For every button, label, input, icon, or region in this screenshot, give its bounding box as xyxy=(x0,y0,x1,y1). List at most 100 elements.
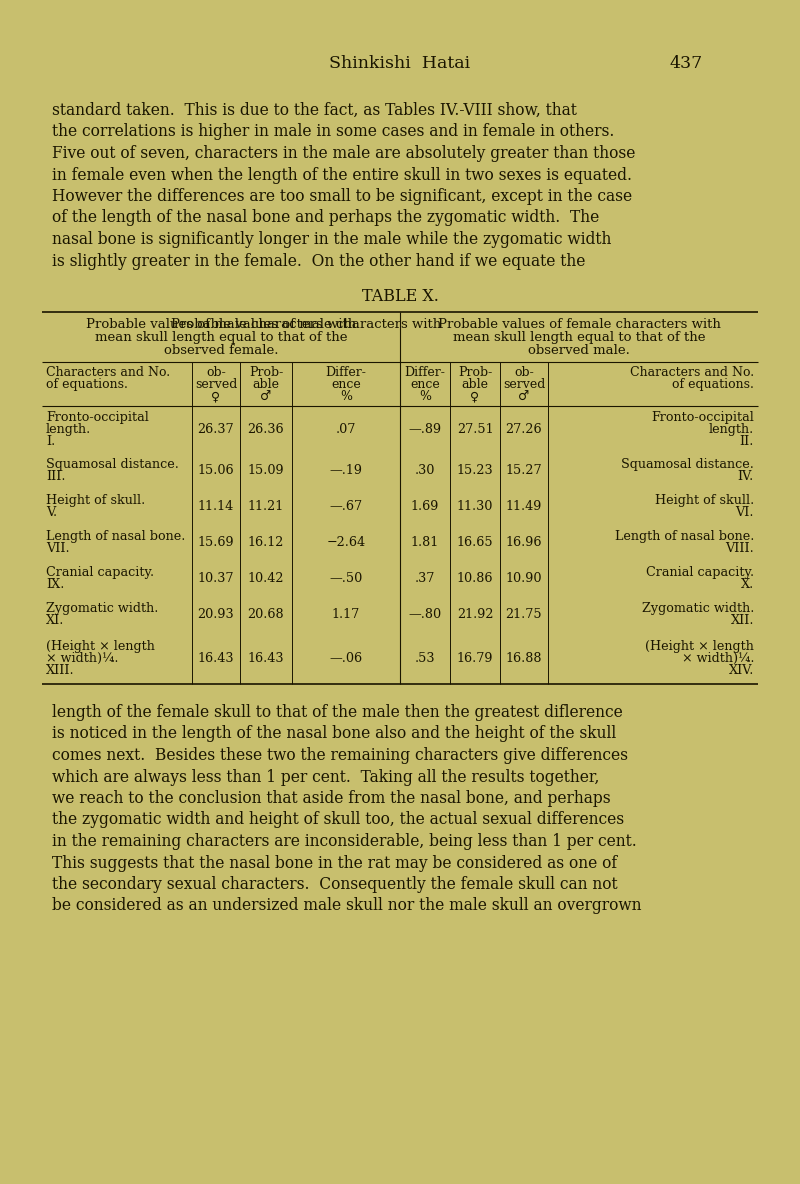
Text: 15.23: 15.23 xyxy=(457,464,494,477)
Text: 1.81: 1.81 xyxy=(411,536,439,549)
Text: standard taken.  This is due to the fact, as Tables IV.-VIII show, that: standard taken. This is due to the fact,… xyxy=(52,102,577,120)
Text: ♂: ♂ xyxy=(260,390,272,403)
Text: %: % xyxy=(419,390,431,403)
Text: 16.12: 16.12 xyxy=(248,536,284,549)
Text: ob-: ob- xyxy=(206,366,226,379)
Text: 10.37: 10.37 xyxy=(198,572,234,585)
Text: 16.79: 16.79 xyxy=(457,652,494,665)
Text: 10.42: 10.42 xyxy=(248,572,284,585)
Text: the zygomatic width and height of skull too, the actual sexual differences: the zygomatic width and height of skull … xyxy=(52,811,624,829)
Text: Squamosal distance.: Squamosal distance. xyxy=(46,458,179,471)
Text: Shinkishi  Hatai: Shinkishi Hatai xyxy=(330,54,470,72)
Text: (Height × length: (Height × length xyxy=(645,641,754,654)
Text: .37: .37 xyxy=(415,572,435,585)
Text: ♀: ♀ xyxy=(211,390,221,403)
Text: mean skull length equal to that of the: mean skull length equal to that of the xyxy=(94,332,347,345)
Text: Probable values of male characters with: Probable values of male characters with xyxy=(86,318,356,332)
Text: length of the female skull to that of the male then the greatest diflerence: length of the female skull to that of th… xyxy=(52,704,622,721)
Text: Zygomatic width.: Zygomatic width. xyxy=(46,601,158,614)
Text: III.: III. xyxy=(46,470,66,483)
Text: 27.51: 27.51 xyxy=(457,423,494,436)
Text: —.06: —.06 xyxy=(330,652,362,665)
Text: —.19: —.19 xyxy=(330,464,362,477)
Text: 27.26: 27.26 xyxy=(506,423,542,436)
Text: 20.68: 20.68 xyxy=(248,609,284,620)
Text: 16.96: 16.96 xyxy=(506,536,542,549)
Text: Fronto-occipital: Fronto-occipital xyxy=(46,411,149,424)
Text: .30: .30 xyxy=(415,464,435,477)
Text: 437: 437 xyxy=(670,54,703,72)
Text: 15.27: 15.27 xyxy=(506,464,542,477)
Text: XIII.: XIII. xyxy=(46,664,74,677)
Text: × width)¼.: × width)¼. xyxy=(682,652,754,665)
Text: IV.: IV. xyxy=(738,470,754,483)
Text: —.80: —.80 xyxy=(409,609,442,620)
Text: Characters and No.: Characters and No. xyxy=(46,366,170,379)
Text: V.: V. xyxy=(46,506,57,519)
Text: 11.30: 11.30 xyxy=(457,500,493,513)
Text: ence: ence xyxy=(331,378,361,391)
Text: 15.69: 15.69 xyxy=(198,536,234,549)
Text: ♂: ♂ xyxy=(518,390,530,403)
Text: XIV.: XIV. xyxy=(729,664,754,677)
Text: served: served xyxy=(503,378,545,391)
Text: length.: length. xyxy=(46,423,91,436)
Text: Differ-: Differ- xyxy=(326,366,366,379)
Text: Zygomatic width.: Zygomatic width. xyxy=(642,601,754,614)
Text: be considered as an undersized male skull nor the male skull an overgrown: be considered as an undersized male skul… xyxy=(52,897,642,914)
Text: 20.93: 20.93 xyxy=(198,609,234,620)
Text: Height of skull.: Height of skull. xyxy=(654,494,754,507)
Text: I.: I. xyxy=(46,435,55,448)
Text: Probable values of female characters with: Probable values of female characters wit… xyxy=(438,318,721,332)
Text: 15.09: 15.09 xyxy=(248,464,284,477)
Text: Probable values of male characters with: Probable values of male characters with xyxy=(171,318,441,332)
Text: IX.: IX. xyxy=(46,578,64,591)
Text: VIII.: VIII. xyxy=(726,542,754,555)
Text: VI.: VI. xyxy=(735,506,754,519)
Text: which are always less than 1 per cent.  Taking all the results together,: which are always less than 1 per cent. T… xyxy=(52,768,599,785)
Text: 16.43: 16.43 xyxy=(198,652,234,665)
Text: is noticed in the length of the nasal bone also and the height of the skull: is noticed in the length of the nasal bo… xyxy=(52,726,616,742)
Text: Cranial capacity.: Cranial capacity. xyxy=(646,566,754,579)
Text: length.: length. xyxy=(709,423,754,436)
Text: is slightly greater in the female.  On the other hand if we equate the: is slightly greater in the female. On th… xyxy=(52,252,586,270)
Text: ♀: ♀ xyxy=(470,390,479,403)
Text: Length of nasal bone.: Length of nasal bone. xyxy=(46,530,186,543)
Text: This suggests that the nasal bone in the rat may be considered as one of: This suggests that the nasal bone in the… xyxy=(52,855,617,871)
Text: Length of nasal bone.: Length of nasal bone. xyxy=(614,530,754,543)
Text: .07: .07 xyxy=(336,423,356,436)
Text: 11.49: 11.49 xyxy=(506,500,542,513)
Text: 1.17: 1.17 xyxy=(332,609,360,620)
Text: 16.88: 16.88 xyxy=(506,652,542,665)
Text: of equations.: of equations. xyxy=(46,378,128,391)
Text: nasal bone is significantly longer in the male while the zygomatic width: nasal bone is significantly longer in th… xyxy=(52,231,611,247)
Text: of the length of the nasal bone and perhaps the zygomatic width.  The: of the length of the nasal bone and perh… xyxy=(52,210,599,226)
Text: 16.65: 16.65 xyxy=(457,536,494,549)
Text: ob-: ob- xyxy=(514,366,534,379)
Text: we reach to the conclusion that aside from the nasal bone, and perhaps: we reach to the conclusion that aside fr… xyxy=(52,790,610,807)
Text: XII.: XII. xyxy=(730,614,754,628)
Text: the correlations is higher in male in some cases and in female in others.: the correlations is higher in male in so… xyxy=(52,123,614,141)
Text: in female even when the length of the entire skull in two sexes is equated.: in female even when the length of the en… xyxy=(52,167,632,184)
Text: Fronto-occipital: Fronto-occipital xyxy=(651,411,754,424)
Text: %: % xyxy=(340,390,352,403)
Text: able: able xyxy=(462,378,489,391)
Text: Prob-: Prob- xyxy=(249,366,283,379)
Text: the secondary sexual characters.  Consequently the female skull can not: the secondary sexual characters. Consequ… xyxy=(52,876,618,893)
Text: in the remaining characters are inconsiderable, being less than 1 per cent.: in the remaining characters are inconsid… xyxy=(52,834,637,850)
Text: Prob-: Prob- xyxy=(458,366,492,379)
Text: of equations.: of equations. xyxy=(672,378,754,391)
Text: 26.37: 26.37 xyxy=(198,423,234,436)
Text: 15.06: 15.06 xyxy=(198,464,234,477)
Text: Differ-: Differ- xyxy=(405,366,446,379)
Text: X.: X. xyxy=(741,578,754,591)
Text: 16.43: 16.43 xyxy=(248,652,284,665)
Text: VII.: VII. xyxy=(46,542,70,555)
Text: —.50: —.50 xyxy=(330,572,362,585)
Text: 21.75: 21.75 xyxy=(506,609,542,620)
Text: Five out of seven, characters in the male are absolutely greater than those: Five out of seven, characters in the mal… xyxy=(52,144,635,162)
Text: —.89: —.89 xyxy=(409,423,442,436)
Text: 11.14: 11.14 xyxy=(198,500,234,513)
Text: Cranial capacity.: Cranial capacity. xyxy=(46,566,154,579)
Text: —.67: —.67 xyxy=(330,500,362,513)
